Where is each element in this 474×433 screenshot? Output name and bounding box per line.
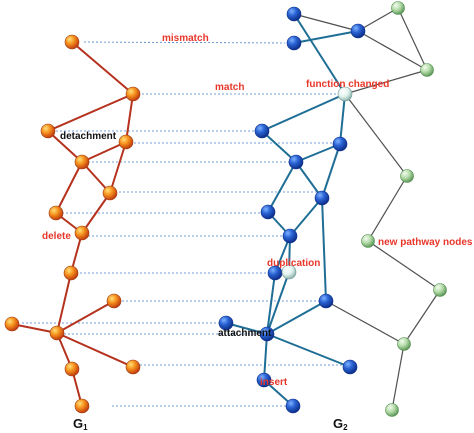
label-mismatch: mismatch xyxy=(162,33,209,44)
g2-edges xyxy=(225,13,359,407)
g1-node xyxy=(102,185,118,201)
label-delete: delete xyxy=(42,231,71,242)
g1-title-sub: 1 xyxy=(83,423,88,432)
g2-title-letter: G xyxy=(333,416,343,431)
g2-nodes xyxy=(218,6,366,414)
g1-node xyxy=(118,134,134,150)
g1-node xyxy=(63,265,79,281)
g2-node xyxy=(285,398,301,414)
g1-node xyxy=(49,325,65,341)
g1-node xyxy=(4,316,20,332)
g2-node xyxy=(260,204,276,220)
label-match: match xyxy=(215,82,244,93)
new-node xyxy=(433,283,447,297)
mismatch-line xyxy=(83,41,286,44)
new-node xyxy=(420,63,434,77)
new-node xyxy=(397,337,411,351)
g1-edges xyxy=(11,41,134,407)
g1-node xyxy=(74,398,90,414)
g1-node xyxy=(64,34,80,50)
g1-title-letter: G xyxy=(73,416,83,431)
new-node xyxy=(361,234,375,248)
changed-nodes xyxy=(281,86,353,280)
g1-node xyxy=(48,205,64,221)
new-node xyxy=(400,169,414,183)
label-insert: insert xyxy=(260,377,288,388)
g1-title: G1 xyxy=(73,416,88,432)
label-attachment: attachment xyxy=(218,328,272,339)
g2-node xyxy=(342,359,358,375)
g2-title-sub: 2 xyxy=(343,423,348,432)
g2-node xyxy=(314,190,330,206)
g2-node xyxy=(286,35,302,51)
g2-node xyxy=(332,136,348,152)
label-detachment: detachment xyxy=(60,131,117,142)
g1-node xyxy=(106,293,122,309)
new-pathway-edges xyxy=(293,7,441,411)
label-duplication: duplication xyxy=(267,258,320,269)
g1-node xyxy=(74,154,90,170)
g2-title: G2 xyxy=(333,416,348,432)
g1-node xyxy=(74,225,90,241)
new-node xyxy=(391,1,405,15)
g2-node xyxy=(318,293,334,309)
g1-node xyxy=(64,361,80,377)
g1-nodes xyxy=(4,34,141,414)
g2-node xyxy=(254,123,270,139)
g2-node xyxy=(218,315,234,331)
function-changed-node xyxy=(337,86,353,102)
duplicated-node xyxy=(281,264,297,280)
g2-node xyxy=(259,326,275,342)
label-new-pathway-nodes: new pathway nodes xyxy=(378,237,473,248)
g2-node xyxy=(286,6,302,22)
g2-node xyxy=(256,372,272,388)
g2-node xyxy=(350,23,366,39)
label-function-changed: function changed xyxy=(306,79,389,90)
g2-node xyxy=(282,228,298,244)
g2-node xyxy=(288,154,304,170)
new-node xyxy=(385,403,399,417)
g1-node xyxy=(40,123,56,139)
g1-node xyxy=(125,359,141,375)
new-pathway-nodes xyxy=(361,1,447,417)
g1-node xyxy=(125,86,141,102)
